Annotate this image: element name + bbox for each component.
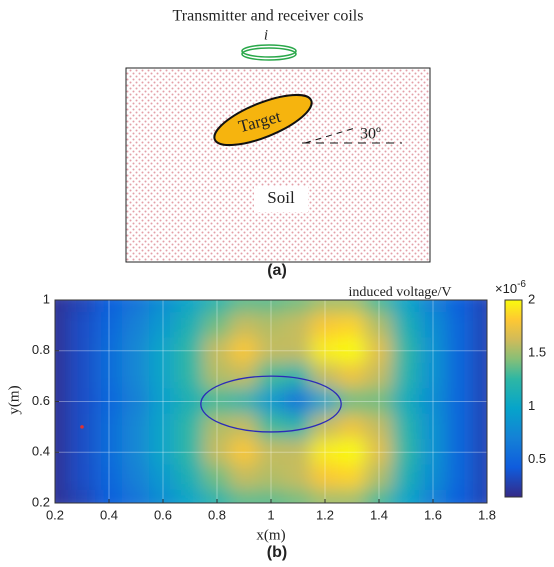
colorbar-tick-label: 0.5 [528,451,546,466]
heat-cell [68,363,96,389]
heat-cell [176,363,204,389]
x-tick-label: 0.4 [100,507,118,522]
coil [242,48,296,60]
x-tick-label: 1.2 [316,507,334,522]
panel-a-title: Transmitter and receiver coils [173,8,364,25]
heat-cell [338,464,366,490]
heat-cell [446,363,474,389]
caption: (b) [267,544,287,561]
heat-cell [176,414,204,440]
x-tick-label: 0.6 [154,507,172,522]
heat-cell [230,312,258,338]
y-tick-label: 0.8 [32,342,50,357]
x-tick-label: 1.6 [424,507,442,522]
x-tick-label: 1.8 [478,507,496,522]
heat-cell [230,363,258,389]
y-axis-label: y(m) [6,385,22,414]
colorbar [505,300,522,497]
heat-cell [284,464,312,490]
heat-cell [284,414,312,440]
x-tick-label: 0.8 [208,507,226,522]
chart-title: induced voltage/V [348,285,451,300]
heat-cell [122,414,150,440]
heat-cell [122,464,150,490]
y-tick-label: 0.6 [32,393,50,408]
colorbar-tick-label: 1.5 [528,345,546,360]
heat-cell [68,464,96,490]
y-tick-label: 0.2 [32,494,50,509]
heat-cell [392,464,420,490]
colorbar-tick-label: 1 [528,398,535,413]
angle-label: 30º [360,126,381,143]
x-tick-label: 1 [267,507,274,522]
exponent-power: -6 [517,279,526,290]
heat-cell [392,363,420,389]
colorbar-exponent: ×10-6 [495,279,526,297]
heat-cell [230,464,258,490]
x-axis-label: x(m) [256,527,285,543]
heat-cell [446,464,474,490]
heat-cell [338,312,366,338]
heat-cell [176,464,204,490]
x-tick-label: 0.2 [46,507,64,522]
exponent-base: ×10 [495,281,517,296]
current-label: i [264,27,268,43]
heat-cell [392,312,420,338]
heat-cell [446,414,474,440]
soil-label: Soil [267,188,295,207]
heat-cell [122,363,150,389]
heat-cell [338,414,366,440]
heat-cell [392,414,420,440]
figure: Transmitter and receiver coils i Target … [0,0,554,567]
heat-cell [68,312,96,338]
y-tick-label: 0.4 [32,444,50,459]
heat-cell [446,312,474,338]
coil [242,45,296,57]
heat-cell [284,363,312,389]
heat-cell [230,414,258,440]
heat-cell [284,312,312,338]
caption: (a) [267,262,287,279]
colorbar-tick-label: 2 [528,291,535,306]
x-tick-label: 1.4 [370,507,388,522]
heat-cell [176,312,204,338]
heat-cell [122,312,150,338]
marker [80,425,84,429]
heat-cell [338,363,366,389]
y-tick-label: 1 [43,291,50,306]
